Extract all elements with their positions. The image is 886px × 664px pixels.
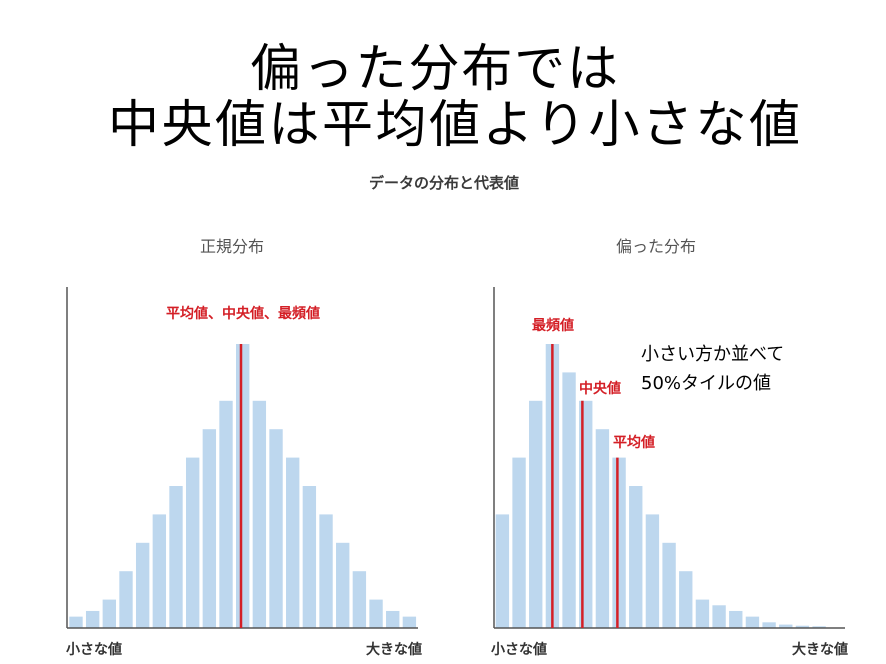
histogram-bar bbox=[319, 514, 333, 628]
histogram-bar bbox=[629, 486, 643, 628]
histogram-bar bbox=[69, 616, 83, 628]
x-label-right: 大きな値 bbox=[366, 641, 422, 658]
x-label-left: 小さな値 bbox=[491, 641, 547, 658]
histogram-bar bbox=[352, 571, 367, 628]
histogram-bar bbox=[612, 457, 626, 628]
histogram-bar bbox=[336, 542, 350, 628]
histogram-bar bbox=[219, 400, 233, 628]
histogram-bar bbox=[369, 599, 383, 628]
histogram-bar bbox=[679, 571, 693, 628]
histogram-bar bbox=[135, 542, 150, 628]
histogram-bar bbox=[729, 610, 743, 628]
histogram-bar bbox=[779, 624, 793, 628]
histogram-bar bbox=[85, 610, 100, 628]
histogram-bar bbox=[169, 486, 183, 628]
histogram-bar bbox=[185, 457, 200, 628]
histogram-bar bbox=[562, 372, 576, 628]
histogram-bar bbox=[236, 344, 250, 628]
histogram-bar bbox=[595, 429, 610, 628]
histogram-bar bbox=[762, 622, 776, 628]
chart-title: 偏った分布 bbox=[616, 237, 696, 256]
histogram-bar bbox=[795, 625, 810, 628]
histogram-bar bbox=[102, 599, 117, 628]
x-label-right: 大きな値 bbox=[792, 641, 848, 658]
normal-distribution-chart: 正規分布 平均値、中央値、最頻値 小さな値 大きな値 bbox=[66, 237, 422, 658]
histogram-bar bbox=[152, 514, 167, 628]
bars bbox=[69, 344, 417, 628]
marker-label: 平均値、中央値、最頻値 bbox=[166, 305, 320, 322]
histogram-bar bbox=[529, 400, 543, 628]
mode-label: 最頻値 bbox=[532, 317, 574, 334]
histogram-bar bbox=[512, 457, 526, 628]
histogram-bar bbox=[269, 429, 283, 628]
histogram-bar bbox=[645, 514, 660, 628]
histogram-bar bbox=[386, 610, 400, 628]
skewed-distribution-chart: 偏った分布 最頻値 中央値 平均値 小さな値 大きな値 小さい方か並べて 50%… bbox=[491, 237, 848, 658]
median-label: 中央値 bbox=[579, 380, 621, 397]
mean-label: 平均値 bbox=[613, 434, 655, 451]
histogram-bar bbox=[812, 626, 826, 628]
histogram-bar bbox=[579, 400, 593, 628]
figure-subtitle: データの分布と代表値 bbox=[369, 174, 519, 192]
median-note-line1: 小さい方か並べて bbox=[641, 344, 784, 365]
histogram-bar bbox=[252, 400, 267, 628]
chart-title: 正規分布 bbox=[200, 237, 264, 256]
histogram-bar bbox=[402, 616, 417, 628]
histogram-bar bbox=[662, 542, 676, 628]
histogram-bar bbox=[302, 486, 317, 628]
histogram-bar bbox=[745, 616, 760, 628]
median-note-line2: 50%タイルの値 bbox=[641, 373, 771, 394]
histogram-bar bbox=[495, 514, 510, 628]
slide-title-line1: 偏った分布では bbox=[250, 40, 618, 99]
markers bbox=[551, 344, 619, 628]
slide-title-line2: 中央値は平均値より小さな値 bbox=[108, 96, 800, 155]
histogram-bar bbox=[695, 599, 710, 628]
x-label-left: 小さな値 bbox=[66, 641, 122, 658]
histogram-bar bbox=[712, 605, 726, 628]
histogram-bar bbox=[202, 429, 217, 628]
histogram-bar bbox=[286, 457, 300, 628]
histogram-bar bbox=[119, 571, 133, 628]
